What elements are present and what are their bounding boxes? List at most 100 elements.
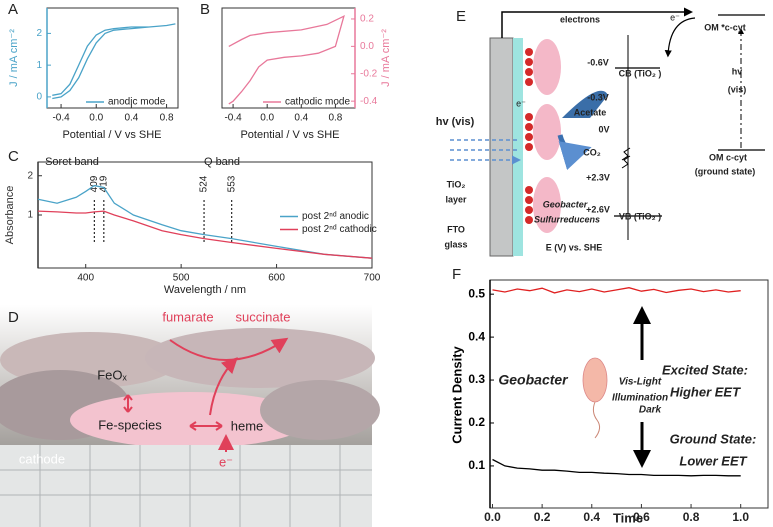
y-axis-label: J / mA cm⁻² (380, 29, 392, 87)
panel-d-art (0, 305, 380, 527)
x-tick-label: 0.8 (328, 113, 342, 124)
panel-e-label: electrons (560, 14, 600, 24)
panel-e-label: OM *c-cyt (704, 22, 746, 32)
panel-letter: A (8, 1, 18, 18)
y-axis-label: J / mA cm⁻² (8, 29, 20, 87)
y-tick-label: -0.4 (360, 96, 378, 107)
x-tick-label: 0.8 (160, 113, 174, 124)
chart-2: 400 500 600 700 1 2 Wavelength / nm Absorbance C… (4, 148, 381, 296)
x-axis-label: Potential / V vs SHE (240, 129, 339, 141)
panel-e-label: E (V) vs. SHE (546, 242, 603, 252)
x-axis-label: Time (613, 510, 643, 525)
marker-label: 553 (226, 175, 237, 192)
panel-e-label: (ground state) (695, 166, 756, 176)
annotation: Higher EET (670, 384, 741, 399)
marker-label: 419 (98, 175, 109, 192)
y-tick-label: 0.0 (360, 41, 374, 52)
x-tick-label: 0.4 (294, 113, 308, 124)
series-line (492, 287, 741, 294)
x-tick-label: 500 (173, 273, 190, 284)
panel-d-label: e⁻ (219, 454, 233, 469)
y-axis-label: Absorbance (4, 186, 16, 245)
panel-e-label: CO₂ (583, 147, 601, 157)
panel-d-label: fumarate (162, 309, 213, 324)
annotation: Excited State: (662, 362, 748, 377)
panel-e-label: FTO (447, 224, 465, 234)
panel-e-label: hv (732, 66, 743, 76)
chart-3: 0.0 0.2 0.4 0.6 0.8 1.0 0.1 0.2 0.3 0.4 0.5 Time Cur… (449, 266, 769, 525)
y-tick-label: 0.3 (468, 372, 485, 386)
series-line (52, 23, 176, 100)
y-tick-label: 0.5 (468, 286, 485, 300)
panel-letter: F (452, 266, 461, 283)
panel-d-label: heme (231, 418, 264, 433)
x-tick-label: 600 (268, 273, 285, 284)
x-axis-label: Wavelength / nm (164, 284, 246, 296)
annotation: Illumination (612, 393, 668, 404)
legend-label: anodic mode (108, 97, 166, 108)
panel-e-label: e⁻ (670, 12, 680, 22)
panel-e-label: -0.3V (587, 92, 609, 102)
panel-d-label: cathode (19, 451, 65, 466)
x-tick-label: 0.2 (534, 510, 551, 524)
panel-letter: C (8, 148, 19, 165)
y-tick-label: 0.2 (360, 14, 374, 25)
x-tick-label: 0.4 (124, 113, 138, 124)
panel-e-art (450, 7, 765, 257)
marker-label: 409 (89, 175, 100, 192)
series-line (228, 14, 345, 105)
x-tick-label: 400 (77, 273, 94, 284)
annotation: Dark (639, 405, 662, 416)
panel-e-label: hv (vis) (436, 116, 475, 128)
panel-e-label: (vis) (728, 84, 747, 94)
annotation: Soret band (45, 156, 99, 168)
panel-e-label: glass (444, 239, 467, 249)
legend-label: post 2ⁿᵈ cathodic (302, 224, 377, 235)
panel-d-label: Fe-species (98, 417, 162, 432)
chart-0: -0.4 0.0 0.4 0.8 0 1 2 Potential / V vs SHE J / … (8, 1, 179, 141)
panel-e-label: Geobacter (543, 199, 588, 209)
chart-1: -0.4 0.0 0.4 0.8 0.2 0.0 -0.2 -0.4 Potential / V… (200, 1, 392, 141)
x-tick-label: 700 (364, 273, 381, 284)
panel-letter: B (200, 1, 210, 18)
y-tick-label: 0.4 (468, 329, 485, 343)
series-line (492, 458, 741, 477)
x-tick-label: -0.4 (52, 113, 70, 124)
y-axis-label: Current Density (449, 345, 464, 443)
annotation: Q band (204, 156, 240, 168)
panel-e-label: VB (TiO₂ ) (619, 211, 661, 221)
legend-label: cathodic mode (285, 97, 350, 108)
series-line (37, 184, 373, 259)
marker-label: 524 (199, 175, 210, 192)
panel-letter: E (456, 8, 466, 25)
panel-e-label: +2.6V (586, 204, 610, 214)
panel-letter: D (8, 309, 19, 326)
y-tick-label: 0.1 (468, 458, 485, 472)
x-tick-label: 0.6 (633, 510, 650, 524)
panel-d-label: FeOₓ (97, 367, 127, 382)
y-tick-label: 1 (36, 60, 42, 71)
panel-e-label: -0.6V (587, 57, 609, 67)
y-tick-label: 2 (36, 28, 42, 39)
y-tick-label: -0.2 (360, 68, 378, 79)
panel-e-label: Sulfurreducens (534, 214, 600, 224)
x-tick-label: 0.0 (484, 510, 501, 524)
legend-label: post 2ⁿᵈ anodic (302, 211, 369, 222)
annotation: Lower EET (679, 453, 747, 468)
y-tick-label: 0 (36, 92, 42, 103)
x-tick-label: -0.4 (224, 113, 242, 124)
panel-e-label: OM c-cyt (709, 152, 747, 162)
series-line (37, 210, 373, 259)
annotation: Geobacter (498, 372, 569, 388)
x-axis-label: Potential / V vs SHE (62, 129, 161, 141)
panel-e-label: Acetate (574, 107, 607, 117)
x-tick-label: 0.4 (583, 510, 600, 524)
annotation: Ground State: (670, 431, 757, 446)
panel-e-label: TiO₂ (447, 179, 466, 189)
x-tick-label: 1.0 (732, 510, 749, 524)
panel-e-label: e⁻ (516, 98, 526, 108)
panel-d-label: succinate (236, 309, 291, 324)
y-tick-label: 0.2 (468, 415, 485, 429)
panel-e-label: CB (TiO₂ ) (619, 68, 662, 78)
